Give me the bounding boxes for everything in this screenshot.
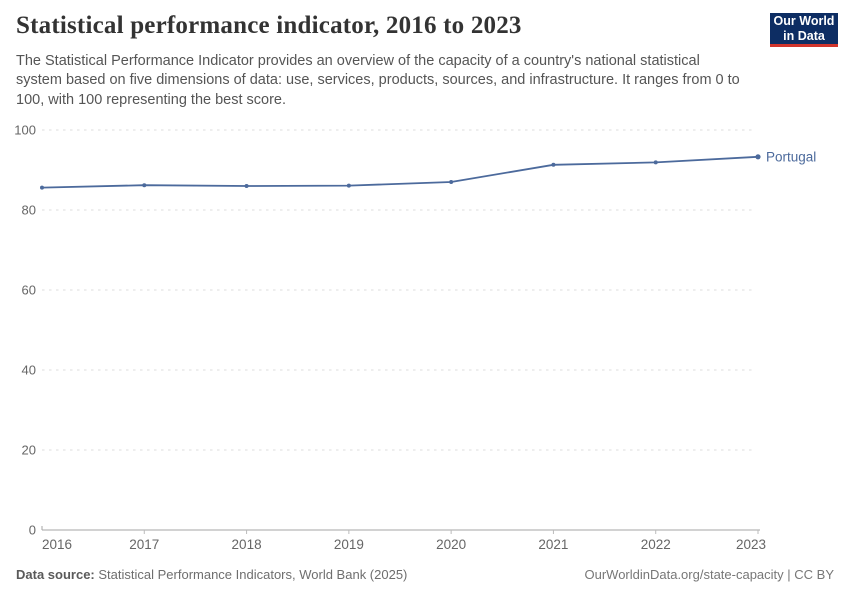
x-axis-tick-label: 2022: [641, 537, 671, 552]
x-axis-tick-label: 2017: [129, 537, 159, 552]
y-axis-tick-label: 60: [22, 283, 36, 298]
data-point[interactable]: [653, 160, 658, 165]
series-end-label[interactable]: Portugal: [766, 149, 816, 164]
x-axis-tick-label: 2016: [42, 537, 72, 552]
data-source-note: Data source: Statistical Performance Ind…: [16, 567, 407, 582]
chart-subtitle: The Statistical Performance Indicator pr…: [16, 53, 740, 108]
x-axis-tick-label: 2023: [736, 537, 766, 552]
y-axis-tick-label: 40: [22, 363, 36, 378]
data-point[interactable]: [449, 180, 454, 184]
owid-logo[interactable]: Our World in Data: [770, 13, 838, 47]
data-point[interactable]: [551, 162, 556, 167]
y-axis-tick-label: 80: [22, 203, 36, 218]
data-source-label: Data source:: [16, 567, 95, 582]
owid-logo-line2: in Data: [783, 28, 825, 43]
x-axis-tick-label: 2019: [334, 537, 364, 552]
owid-logo-line1: Our World: [773, 13, 835, 28]
x-axis-tick-label: 2018: [232, 537, 262, 552]
attribution-link[interactable]: OurWorldinData.org/state-capacity | CC B…: [584, 567, 834, 582]
data-source-text: Statistical Performance Indicators, Worl…: [98, 567, 408, 582]
data-point[interactable]: [755, 154, 761, 160]
y-axis-tick-label: 100: [14, 123, 36, 138]
data-point[interactable]: [40, 185, 44, 190]
data-point[interactable]: [142, 183, 147, 188]
data-point[interactable]: [346, 183, 351, 188]
y-axis-tick-label: 0: [29, 523, 36, 538]
y-axis-tick-label: 20: [22, 443, 36, 458]
x-axis-tick-label: 2021: [538, 537, 568, 552]
series-line[interactable]: [41, 155, 759, 189]
chart-footer: Data source: Statistical Performance Ind…: [16, 567, 834, 582]
x-axis-tick-label: 2020: [436, 537, 466, 552]
chart-title: Statistical performance indicator, 2016 …: [16, 12, 522, 39]
data-point[interactable]: [244, 184, 249, 188]
